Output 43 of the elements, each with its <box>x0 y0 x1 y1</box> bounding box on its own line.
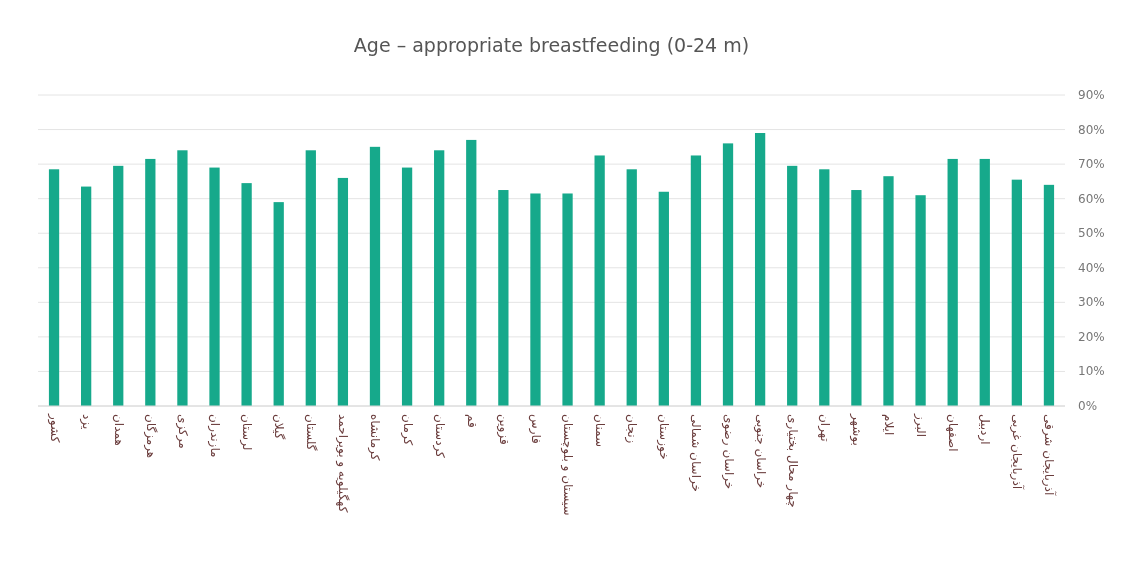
x-tick-label: آذربایجان شرقی <box>1041 414 1058 496</box>
x-tick-label: سمنان <box>593 414 608 448</box>
y-tick-label: 0% <box>1078 399 1098 413</box>
x-tick-label: البرز <box>913 413 929 438</box>
x-tick-label: چهار محال بختیاری <box>784 414 800 508</box>
x-tick-label: خراسان رضوی <box>720 414 736 490</box>
x-tick-label: کردستان <box>431 414 447 459</box>
y-tick-label: 60% <box>1078 191 1105 206</box>
x-tick-label: سیستان و بلوچستان <box>560 414 576 516</box>
x-tick-label: ایلام <box>881 414 896 436</box>
x-tick-label: خوزستان <box>656 414 672 460</box>
x-tick-label: همدان <box>111 414 126 446</box>
y-tick-label: 70% <box>1078 157 1105 172</box>
x-tick-label: زنجان <box>624 414 640 444</box>
x-tick-label: کشور <box>46 413 62 443</box>
x-tick-label: یزد <box>78 414 94 430</box>
y-tick-label: 40% <box>1078 260 1105 275</box>
x-tick-label: اصفهان <box>946 414 961 452</box>
y-tick-label: 30% <box>1078 295 1105 310</box>
y-tick-label: 10% <box>1078 364 1105 379</box>
x-tick-label: مرکزی <box>174 414 190 449</box>
x-tick-label: گلستان <box>304 414 319 451</box>
x-tick-label: قم <box>464 414 479 428</box>
x-tick-label: کرمان <box>399 414 415 446</box>
x-tick-label: آذربایجان غربی <box>1009 414 1026 490</box>
x-tick-label: خراسان جنوبی <box>752 414 768 489</box>
chart-title: Age – appropriate breastfeeding (0-24 m) <box>353 34 750 56</box>
x-tick-label: بوشهر <box>848 413 864 446</box>
x-tick-label: مازندران <box>207 414 223 458</box>
x-tick-label: کهگیلویه و بویراحمد <box>335 414 351 513</box>
x-tick-label: تهران <box>816 414 832 442</box>
x-tick-label: کرمانشاه <box>367 414 383 461</box>
x-tick-label: خراسان شمالی <box>688 414 704 493</box>
x-tick-label: قزوین <box>495 414 511 445</box>
y-tick-label: 90% <box>1078 88 1105 102</box>
y-tick-label: 80% <box>1078 122 1105 137</box>
x-tick-label: لرستان <box>239 414 255 451</box>
x-tick-label: فارس <box>527 414 543 444</box>
x-tick-label: هرمزگان <box>142 414 158 459</box>
y-tick-label: 50% <box>1078 226 1105 241</box>
y-tick-label: 20% <box>1078 329 1105 344</box>
x-tick-label: گیلان <box>272 414 287 440</box>
x-tick-label: اردبیل <box>977 414 993 445</box>
